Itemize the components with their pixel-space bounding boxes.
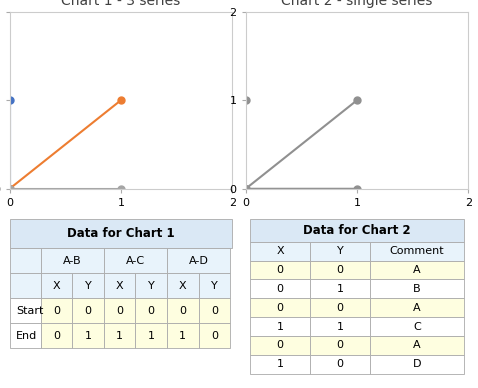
Text: B: B — [413, 284, 421, 294]
Bar — [41, 323, 72, 348]
Text: Y: Y — [211, 281, 217, 291]
Text: C: C — [413, 322, 421, 331]
Bar — [198, 323, 230, 348]
Text: 1: 1 — [277, 359, 283, 369]
Text: 1: 1 — [179, 331, 186, 341]
Bar — [167, 298, 198, 323]
Bar — [310, 298, 370, 317]
Bar — [167, 248, 230, 273]
Bar — [370, 242, 464, 261]
Text: X: X — [276, 246, 284, 256]
Bar — [250, 336, 310, 355]
Text: 0: 0 — [277, 284, 283, 294]
Bar — [104, 273, 135, 298]
Bar — [104, 298, 135, 323]
Bar — [370, 336, 464, 355]
Bar — [250, 298, 310, 317]
Text: 0: 0 — [277, 265, 283, 275]
Text: 0: 0 — [277, 303, 283, 313]
Text: 0: 0 — [148, 306, 155, 315]
Bar — [72, 298, 104, 323]
Text: A-C: A-C — [126, 256, 145, 266]
Bar — [10, 219, 232, 248]
Text: Start: Start — [16, 306, 43, 315]
Bar — [250, 355, 310, 374]
Text: 0: 0 — [53, 331, 60, 341]
Bar — [250, 242, 310, 261]
Bar — [198, 298, 230, 323]
Bar — [135, 298, 167, 323]
Bar — [167, 323, 198, 348]
Text: 0: 0 — [53, 306, 60, 315]
Text: 1: 1 — [85, 331, 92, 341]
Bar — [370, 279, 464, 298]
Text: 1: 1 — [277, 322, 283, 331]
Bar — [10, 323, 41, 348]
Title: Chart 1 - 3 series: Chart 1 - 3 series — [61, 0, 181, 8]
Text: 1: 1 — [337, 284, 344, 294]
Bar — [310, 317, 370, 336]
Text: 0: 0 — [337, 265, 344, 275]
Bar — [310, 279, 370, 298]
Text: D: D — [413, 359, 421, 369]
Text: 0: 0 — [116, 306, 123, 315]
Text: A: A — [413, 340, 421, 350]
Text: 0: 0 — [211, 331, 218, 341]
Text: 0: 0 — [337, 340, 344, 350]
Text: 1: 1 — [116, 331, 123, 341]
Text: 1: 1 — [148, 331, 155, 341]
Bar — [104, 323, 135, 348]
Text: 0: 0 — [337, 303, 344, 313]
Bar — [310, 355, 370, 374]
Text: 0: 0 — [211, 306, 218, 315]
Text: Data for Chart 1: Data for Chart 1 — [67, 227, 175, 240]
Bar — [10, 248, 41, 273]
Text: A-B: A-B — [63, 256, 82, 266]
Text: 0: 0 — [337, 359, 344, 369]
Bar — [41, 273, 72, 298]
Text: X: X — [116, 281, 123, 291]
Title: Chart 2 - single series: Chart 2 - single series — [282, 0, 433, 8]
Text: Data for Chart 2: Data for Chart 2 — [303, 224, 411, 237]
Bar — [10, 298, 41, 323]
Text: 0: 0 — [277, 340, 283, 350]
Bar — [167, 273, 198, 298]
Bar — [370, 317, 464, 336]
Text: A: A — [413, 303, 421, 313]
Bar — [135, 273, 167, 298]
Bar — [72, 323, 104, 348]
Bar — [250, 219, 464, 242]
Text: A-D: A-D — [189, 256, 208, 266]
Bar — [250, 317, 310, 336]
Text: 0: 0 — [179, 306, 186, 315]
Text: 1: 1 — [337, 322, 344, 331]
Text: Y: Y — [85, 281, 91, 291]
Text: Y: Y — [337, 246, 343, 256]
Bar — [104, 248, 167, 273]
Bar — [310, 336, 370, 355]
Bar — [72, 273, 104, 298]
Text: 0: 0 — [85, 306, 92, 315]
Bar — [370, 298, 464, 317]
Text: End: End — [16, 331, 37, 341]
Text: Y: Y — [148, 281, 154, 291]
Bar — [370, 355, 464, 374]
Text: X: X — [53, 281, 60, 291]
Bar — [250, 261, 310, 279]
Text: Comment: Comment — [390, 246, 444, 256]
Bar — [370, 261, 464, 279]
Bar — [310, 261, 370, 279]
Bar — [310, 242, 370, 261]
Bar — [10, 273, 41, 298]
Bar — [41, 298, 72, 323]
Bar — [250, 279, 310, 298]
Bar — [135, 323, 167, 348]
Bar — [41, 248, 104, 273]
Text: X: X — [179, 281, 186, 291]
Text: A: A — [413, 265, 421, 275]
Bar — [198, 273, 230, 298]
